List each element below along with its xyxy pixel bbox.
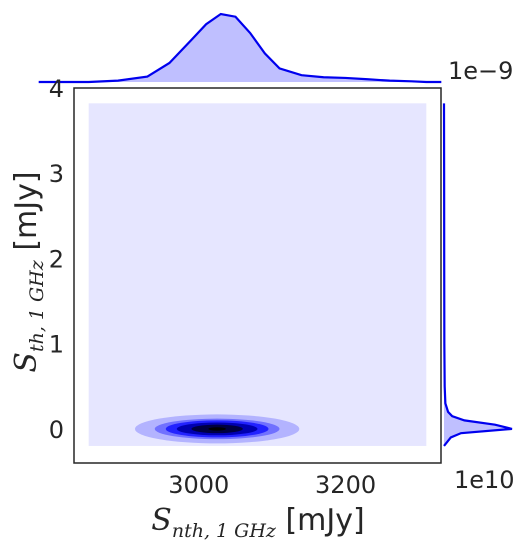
y-tick-label: 0 — [49, 416, 64, 444]
joint-density-panel — [73, 87, 442, 464]
x-tick-label: 3200 — [315, 471, 376, 499]
y-axis-label: Sth, 1 GHz [mJy] — [9, 171, 48, 372]
x-marginal-fill — [88, 14, 427, 82]
y-tick-label: 2 — [49, 245, 64, 273]
y-tick-label: 3 — [49, 160, 64, 188]
y-offset-text: 1e−9 — [448, 57, 513, 85]
x-marginal-line — [38, 12, 442, 84]
x-tick-label: 3000 — [168, 471, 229, 499]
x-offset-text: 1e10 — [454, 466, 515, 494]
y-tick-label: 1 — [49, 331, 64, 359]
plot-frame — [73, 87, 442, 464]
density-background-fill — [88, 103, 427, 446]
x-marginal-density — [38, 12, 442, 84]
y-marginal-density — [442, 103, 513, 447]
contour-level-6 — [208, 427, 226, 431]
density-contours — [134, 414, 300, 444]
y-marginal-fill — [444, 103, 512, 446]
y-axis-ticks: 0 1 2 3 4 — [49, 75, 64, 444]
x-axis-ticks: 3000 3200 — [168, 471, 376, 499]
y-tick-label: 4 — [49, 75, 64, 103]
y-marginal-line — [442, 103, 513, 447]
x-axis-label: Snth, 1 GHz [mJy] — [151, 503, 364, 542]
